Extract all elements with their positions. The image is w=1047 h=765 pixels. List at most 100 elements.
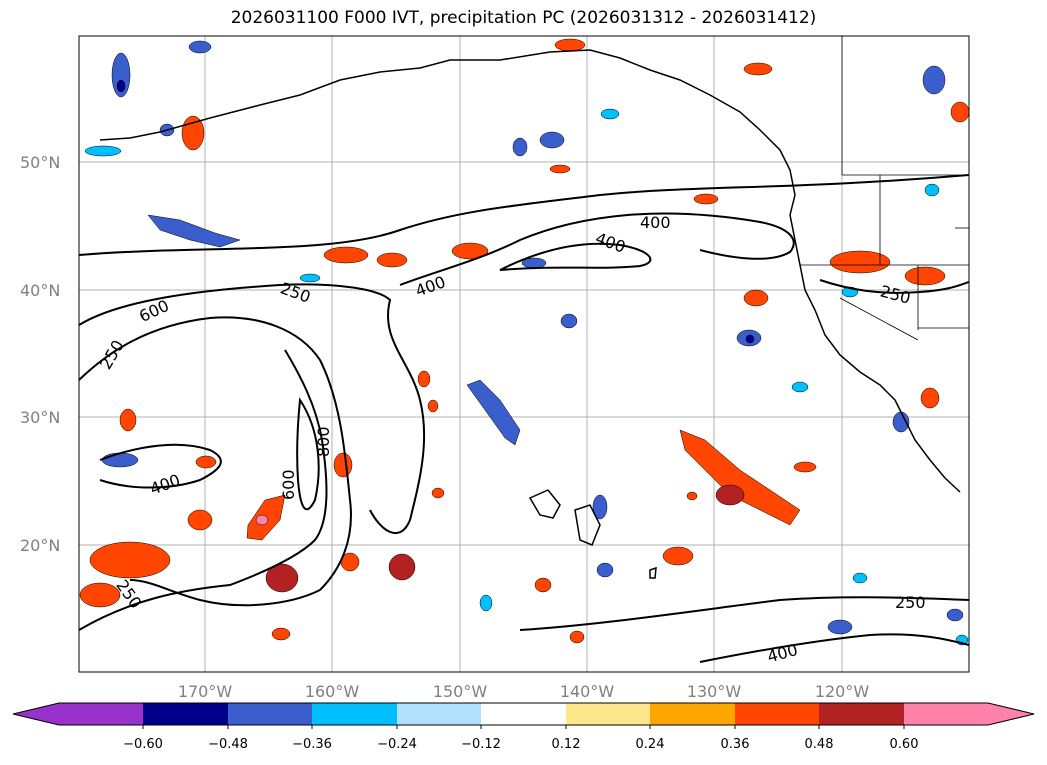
colorbar-tick-label: 0.12	[552, 737, 581, 752]
precip-negative-areas	[84, 40, 969, 646]
ivt-contour-800	[296, 397, 320, 511]
precip-blob	[715, 484, 745, 506]
map-frame	[78, 35, 970, 673]
border-line	[839, 297, 919, 341]
contour-label-400: 400	[640, 213, 671, 232]
precip-blob	[924, 183, 940, 197]
precip-blob	[299, 273, 321, 283]
coastline	[99, 49, 961, 579]
precip-blob	[745, 334, 755, 344]
precip-blob	[187, 509, 213, 531]
precip-blob	[693, 193, 719, 205]
colorbar-extend-max	[988, 703, 1034, 725]
colorbar-segments	[59, 703, 989, 725]
precip-band	[679, 429, 801, 526]
lat-label-50n: 50°N	[20, 153, 60, 172]
contour-label-600: 600	[279, 469, 298, 500]
lon-label-170w: 170°W	[178, 682, 233, 701]
colorbar-segment	[143, 703, 229, 725]
ivt-contours	[79, 174, 969, 663]
precip-blob	[417, 370, 431, 388]
precip-blob	[84, 145, 122, 157]
precip-blob	[904, 266, 946, 286]
map-plot-area: 250 600 400 400 400 250 400 800 600 250 …	[78, 35, 970, 673]
lon-label-130w: 130°W	[687, 682, 742, 701]
precip-blob	[662, 546, 694, 566]
precip-blob	[479, 594, 493, 612]
lat-label-40n: 40°N	[20, 281, 60, 300]
north-america-coast	[99, 49, 961, 493]
colorbar-segment	[735, 703, 820, 725]
colorbar-tick-labels: −0.60 −0.48 −0.36 −0.24 −0.12 0.12 0.24 …	[123, 737, 918, 752]
colorbar-tick-label: 0.48	[805, 737, 834, 752]
precip-blob	[539, 131, 565, 149]
precip-blob	[388, 553, 416, 581]
colorbar-segment	[228, 703, 313, 725]
colorbar-segment	[481, 703, 567, 725]
hawaii-island	[649, 566, 657, 579]
precip-blob	[569, 630, 585, 644]
precip-blob	[920, 387, 940, 409]
colorbar-segment	[904, 703, 989, 725]
colorbar-segment	[59, 703, 144, 725]
colorbar-tick-label: −0.12	[461, 737, 501, 752]
ivt-contour-250-mid	[79, 283, 426, 534]
precip-blob	[600, 108, 620, 120]
precip-blob	[119, 408, 137, 432]
state-borders	[800, 36, 969, 341]
precip-blob	[265, 563, 299, 593]
colorbar-tick-label: −0.48	[208, 737, 248, 752]
colorbar-extend-min	[13, 703, 59, 725]
precip-blob	[512, 137, 528, 157]
precip-blob	[333, 452, 353, 478]
precip-blob	[554, 38, 586, 52]
precip-blob	[323, 246, 369, 264]
colorbar-segment	[566, 703, 651, 725]
precip-blob	[376, 252, 408, 268]
precip-blob	[431, 487, 445, 499]
colorbar-segment	[819, 703, 905, 725]
precip-blob	[743, 289, 769, 307]
ivt-contour-400-west	[79, 316, 352, 607]
hawaii-island	[574, 504, 601, 546]
precip-blob	[451, 242, 489, 260]
precip-blob	[549, 164, 571, 174]
ivt-contour-400-inner	[499, 242, 652, 271]
precip-blob	[829, 250, 891, 274]
lat-label-30n: 30°N	[20, 408, 60, 427]
colorbar-tick-label: 0.24	[636, 737, 665, 752]
contour-label-250: 250	[895, 593, 926, 612]
ivt-contour-400-loop	[99, 443, 222, 489]
precip-band	[466, 379, 521, 446]
contour-labels: 250 600 400 400 400 250 400 800 600 250 …	[96, 213, 925, 666]
colorbar-segment	[312, 703, 398, 725]
colorbar-ticks	[142, 725, 905, 729]
precip-blob	[271, 627, 291, 641]
precip-blob	[111, 52, 131, 98]
colorbar-segment	[397, 703, 482, 725]
colorbar-tick-label: 0.36	[721, 737, 750, 752]
map-gridlines	[79, 36, 969, 672]
lon-label-120w: 120°W	[815, 682, 870, 701]
colorbar: −0.60 −0.48 −0.36 −0.24 −0.12 0.12 0.24 …	[12, 702, 1035, 752]
precip-blob	[793, 461, 817, 473]
precip-blob	[195, 455, 217, 469]
precip-blob-peak	[255, 514, 269, 526]
ivt-contour-600	[79, 349, 328, 631]
map-title: 2026031100 F000 IVT, precipitation PC (2…	[230, 8, 817, 28]
precip-blob	[116, 79, 126, 93]
precip-blob	[686, 491, 698, 501]
precip-blob	[946, 608, 964, 622]
ivt-contour-400-north	[399, 212, 795, 286]
hawaii-island	[528, 489, 561, 519]
ivt-contour-400-south	[699, 633, 969, 663]
ivt-contour-250-east	[819, 279, 969, 294]
precip-blob	[427, 399, 439, 413]
colorbar-outline	[12, 702, 1035, 726]
precip-blob	[852, 572, 868, 584]
colorbar-tick-label: −0.60	[123, 737, 163, 752]
precip-blob	[922, 65, 946, 95]
lon-label-150w: 150°W	[433, 682, 488, 701]
precip-blob	[950, 101, 969, 123]
